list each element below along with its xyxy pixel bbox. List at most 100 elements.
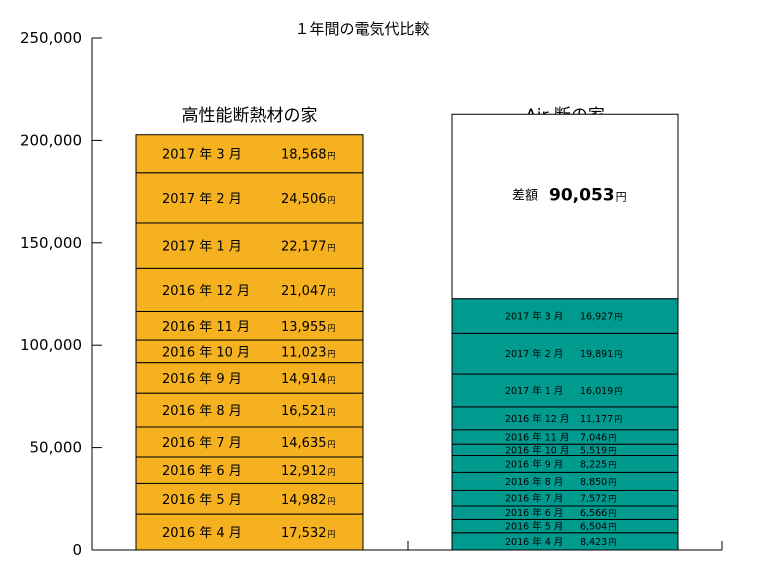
- segment-month-label: 2017 年 2 月: [162, 192, 242, 207]
- segment-value-label: 6,504円: [580, 522, 616, 533]
- segment-value-label: 14,635円: [281, 436, 336, 451]
- bar-segment-1-3: [451, 489, 679, 507]
- difference-label: 差額: [512, 188, 538, 203]
- segment-month-label: 2016 年 7 月: [505, 493, 563, 505]
- bar-segment-0-2: [135, 456, 364, 484]
- bar-segment-1-1: [451, 518, 679, 534]
- bar-stack-1: 2016 年 4 月 8,423円 2016 年 5 月 6,504円 2016 年 6…: [451, 106, 679, 551]
- segment-value-label: 14,982円: [281, 493, 336, 508]
- yen-unit: 円: [614, 350, 622, 359]
- segment-month-label: 2016 年 9 月: [505, 458, 563, 470]
- yen-unit: 円: [328, 244, 336, 253]
- bar-stack-0: 2016 年 4 月 17,532円 2016 年 5 月 14,982円 2016 年…: [135, 106, 364, 551]
- segment-month-label: 2016 年 12 月: [505, 413, 569, 425]
- segment-value-label: 8,850円: [580, 477, 616, 488]
- chart-title: １年間の電気代比較: [294, 20, 429, 38]
- bar-segment-0-9: [135, 222, 364, 269]
- segment-value-label: 16,019円: [580, 386, 622, 397]
- segment-month-label: 2016 年 6 月: [505, 507, 563, 519]
- segment-value-label: 11,023円: [281, 345, 336, 360]
- segment-month-label: 2016 年 4 月: [505, 536, 563, 548]
- segment-month-label: 2017 年 3 月: [505, 311, 563, 323]
- bar-segment-0-7: [135, 310, 364, 341]
- segment-month-label: 2016 年 5 月: [505, 521, 563, 533]
- segment-value-label: 7,046円: [580, 432, 616, 443]
- bar-segment-1-10: [451, 332, 679, 375]
- yen-unit: 円: [608, 433, 616, 442]
- yen-unit: 円: [328, 196, 336, 205]
- bar-segment-0-8: [135, 267, 364, 312]
- segment-value-label: 19,891円: [580, 349, 622, 360]
- difference-unit: 円: [616, 190, 627, 203]
- y-tick-label-0: 0: [72, 541, 82, 559]
- yen-unit: 円: [328, 324, 336, 333]
- segment-value-label: 14,914円: [281, 372, 336, 387]
- segment-value-label: 5,519円: [580, 445, 616, 456]
- segment-month-label: 2016 年 11 月: [505, 431, 569, 443]
- yen-unit: 円: [614, 313, 622, 322]
- segment-value-label: 16,927円: [580, 312, 622, 323]
- segment-value-label: 6,566円: [580, 508, 616, 519]
- y-tick-label-1: 50,000: [30, 439, 83, 457]
- segment-month-label: 2017 年 2 月: [505, 348, 563, 360]
- bars-layer: 2016 年 4 月 17,532円 2016 年 5 月 14,982円 2016 年…: [135, 106, 679, 551]
- segment-month-label: 2016 年 10 月: [162, 345, 250, 360]
- segment-value-label: 16,521円: [281, 404, 336, 419]
- y-tick-label-5: 250,000: [20, 29, 82, 47]
- segment-month-label: 2016 年 10 月: [505, 444, 569, 456]
- segment-month-label: 2016 年 12 月: [162, 284, 250, 299]
- segment-month-label: 2016 年 9 月: [162, 372, 242, 387]
- yen-unit: 円: [328, 497, 336, 506]
- segment-month-label: 2016 年 4 月: [162, 526, 242, 541]
- difference-box: [451, 113, 679, 300]
- bar-segment-0-5: [135, 362, 364, 394]
- segment-month-label: 2016 年 8 月: [505, 476, 563, 488]
- segment-value-label: 8,225円: [580, 459, 616, 470]
- bar-segment-0-0: [135, 513, 364, 551]
- bar-segment-1-2: [451, 505, 679, 520]
- yen-unit: 円: [328, 152, 336, 161]
- segment-value-label: 21,047円: [281, 284, 336, 299]
- difference-value: 90,053円: [549, 185, 627, 205]
- segment-value-label: 22,177円: [281, 240, 336, 255]
- segment-month-label: 2016 年 11 月: [162, 320, 250, 335]
- bar-segment-0-11: [135, 134, 364, 174]
- yen-unit: 円: [614, 415, 622, 424]
- yen-unit: 円: [328, 408, 336, 417]
- y-tick-label-4: 200,000: [20, 131, 82, 149]
- segment-value-label: 8,423円: [580, 537, 616, 548]
- segment-value-label: 12,912円: [281, 464, 336, 479]
- yen-unit: 円: [328, 288, 336, 297]
- yen-unit: 円: [608, 538, 616, 547]
- segment-value-label: 13,955円: [281, 320, 336, 335]
- bar-segment-0-3: [135, 426, 364, 458]
- bar-segment-1-4: [451, 471, 679, 491]
- yen-unit: 円: [608, 478, 616, 487]
- yen-unit: 円: [328, 440, 336, 449]
- segment-month-label: 2017 年 3 月: [162, 148, 242, 163]
- yen-unit: 円: [328, 349, 336, 358]
- bar-segment-1-0: [451, 532, 679, 551]
- yen-unit: 円: [614, 387, 622, 396]
- bar-segment-1-9: [451, 373, 679, 408]
- yen-unit: 円: [608, 509, 616, 518]
- yen-unit: 円: [608, 460, 616, 469]
- yen-unit: 円: [608, 495, 616, 504]
- segment-month-label: 2017 年 1 月: [505, 385, 563, 397]
- bar-segment-1-11: [451, 298, 679, 334]
- segment-value-label: 17,532円: [281, 526, 336, 541]
- yen-unit: 円: [328, 376, 336, 385]
- yen-unit: 円: [328, 530, 336, 539]
- segment-value-label: 11,177円: [580, 414, 622, 425]
- segment-value-label: 7,572円: [580, 494, 616, 505]
- yen-unit: 円: [608, 446, 616, 455]
- yen-unit: 円: [608, 523, 616, 532]
- bar-segment-1-5: [451, 455, 679, 473]
- segment-month-label: 2016 年 7 月: [162, 436, 242, 451]
- category-label-0: 高性能断熱材の家: [182, 106, 318, 126]
- y-tick-label-2: 100,000: [20, 336, 82, 354]
- segment-month-label: 2017 年 1 月: [162, 240, 242, 255]
- segment-value-label: 18,568円: [281, 148, 336, 163]
- y-tick-label-3: 150,000: [20, 234, 82, 252]
